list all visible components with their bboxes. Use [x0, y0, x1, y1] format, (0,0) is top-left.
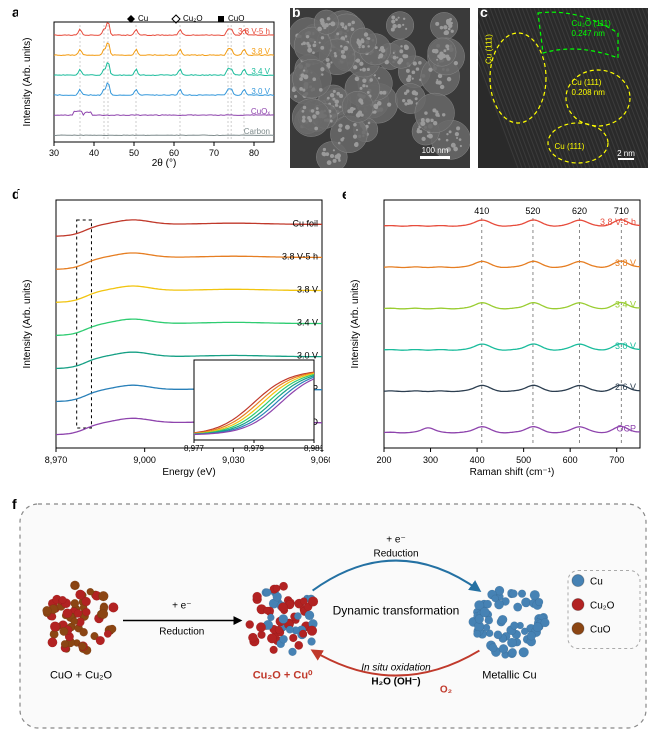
- svg-text:30: 30: [49, 148, 59, 158]
- svg-text:3.4 V: 3.4 V: [251, 67, 270, 76]
- svg-text:Metallic Cu: Metallic Cu: [482, 670, 536, 682]
- svg-text:70: 70: [209, 148, 219, 158]
- svg-text:Cu foil: Cu foil: [292, 218, 318, 228]
- svg-text:40: 40: [89, 148, 99, 158]
- svg-text:3.0 V: 3.0 V: [297, 351, 318, 361]
- svg-text:620: 620: [572, 206, 587, 216]
- svg-text:Carbon: Carbon: [244, 127, 270, 136]
- panel-c-tem-image: Cu₂O (111)0.247 nmCu (111)Cu (111)0.208 …: [478, 8, 648, 168]
- panel-b-sem-image: 100 nm: [290, 8, 470, 168]
- panel-b-label: b: [292, 4, 301, 20]
- svg-text:Cu₂O: Cu₂O: [183, 14, 203, 23]
- svg-text:Intensity (Arb. units): Intensity (Arb. units): [22, 38, 33, 127]
- svg-text:Raman shift (cm⁻¹): Raman shift (cm⁻¹): [470, 467, 555, 478]
- svg-text:Cu₂O + Cu⁰: Cu₂O + Cu⁰: [253, 670, 313, 682]
- svg-text:3.8 V: 3.8 V: [615, 258, 636, 268]
- svg-text:Reduction: Reduction: [373, 549, 418, 560]
- svg-text:700: 700: [609, 455, 624, 465]
- panel-a-xrd-plot: 30 40 50 60 70 80 2θ (°) Intensity (Arb. units)…: [18, 8, 280, 168]
- svg-text:2.6 V: 2.6 V: [615, 382, 636, 392]
- svg-text:8,981: 8,981: [304, 444, 325, 453]
- svg-text:3.0 V: 3.0 V: [615, 341, 636, 351]
- svg-text:3.4 V: 3.4 V: [297, 318, 318, 328]
- svg-text:3.8 V: 3.8 V: [297, 285, 318, 295]
- svg-text:2θ (°): 2θ (°): [152, 158, 177, 168]
- svg-text:Cu (111): Cu (111): [572, 78, 602, 87]
- svg-text:3.8 V-5 h: 3.8 V-5 h: [238, 27, 270, 36]
- svg-text:3.8 V: 3.8 V: [251, 47, 270, 56]
- svg-text:50: 50: [129, 148, 139, 158]
- svg-text:200: 200: [376, 455, 391, 465]
- svg-text:Cu (111): Cu (111): [555, 142, 585, 151]
- svg-text:0.247 nm: 0.247 nm: [572, 29, 606, 38]
- svg-text:Cu: Cu: [138, 14, 148, 23]
- svg-text:80: 80: [249, 148, 259, 158]
- svg-text:500: 500: [516, 455, 531, 465]
- svg-text:710: 710: [614, 206, 629, 216]
- svg-text:9,000: 9,000: [133, 455, 156, 465]
- svg-text:CuO: CuO: [228, 14, 244, 23]
- svg-text:H₂O (OH⁻): H₂O (OH⁻): [371, 677, 420, 688]
- panel-f-schematic: CuO + Cu₂O Cu₂O + Cu⁰ Metallic Cu + e⁻ Reduc…: [18, 502, 648, 730]
- svg-text:3.0 V: 3.0 V: [251, 87, 270, 96]
- svg-text:+ e⁻: + e⁻: [386, 535, 405, 546]
- svg-text:Cu: Cu: [590, 577, 603, 588]
- svg-text:400: 400: [470, 455, 485, 465]
- svg-text:410: 410: [474, 206, 489, 216]
- svg-text:300: 300: [423, 455, 438, 465]
- svg-text:600: 600: [563, 455, 578, 465]
- svg-text:3.4 V: 3.4 V: [615, 300, 636, 310]
- svg-text:60: 60: [169, 148, 179, 158]
- svg-text:100 nm: 100 nm: [422, 146, 449, 155]
- svg-text:2 nm: 2 nm: [617, 149, 635, 158]
- svg-text:CuO + Cu₂O: CuO + Cu₂O: [50, 670, 112, 682]
- panel-e-raman-plot: 200 300 400 500 600 700 Raman shift (cm⁻¹) Inte…: [346, 190, 648, 478]
- svg-text:OCP: OCP: [616, 424, 636, 434]
- svg-text:9,060: 9,060: [311, 455, 330, 465]
- svg-text:520: 520: [525, 206, 540, 216]
- svg-text:3.8 V-5 h: 3.8 V-5 h: [282, 251, 318, 261]
- svg-text:Intensity (Arb. units): Intensity (Arb. units): [22, 280, 33, 369]
- svg-text:3.8 V-5 h: 3.8 V-5 h: [600, 217, 636, 227]
- panel-f-label: f: [12, 496, 17, 512]
- svg-text:O₂: O₂: [440, 685, 452, 696]
- panel-c-label: c: [480, 4, 488, 20]
- svg-text:Energy (eV): Energy (eV): [162, 467, 215, 478]
- svg-text:CuOₓ: CuOₓ: [251, 107, 270, 116]
- svg-text:Intensity (Arb. units): Intensity (Arb. units): [350, 280, 361, 369]
- svg-text:9,030: 9,030: [222, 455, 245, 465]
- svg-text:Cu₂O (111): Cu₂O (111): [572, 19, 612, 28]
- svg-text:0.208 nm: 0.208 nm: [572, 88, 606, 97]
- svg-text:+ e⁻: + e⁻: [172, 601, 191, 612]
- svg-text:8,970: 8,970: [45, 455, 68, 465]
- svg-text:In situ oxidation: In situ oxidation: [361, 663, 431, 674]
- svg-text:8,977: 8,977: [184, 444, 205, 453]
- svg-text:Reduction: Reduction: [159, 627, 204, 638]
- svg-text:Cu₂O: Cu₂O: [590, 601, 615, 612]
- svg-text:CuO: CuO: [590, 625, 611, 636]
- svg-text:8,979: 8,979: [244, 444, 265, 453]
- panel-d-xanes-plot: 8,970 9,000 9,030 9,060 Energy (eV) Intensity…: [18, 190, 330, 478]
- svg-text:Dynamic transformation: Dynamic transformation: [333, 604, 460, 618]
- svg-text:Cu (111): Cu (111): [484, 34, 493, 64]
